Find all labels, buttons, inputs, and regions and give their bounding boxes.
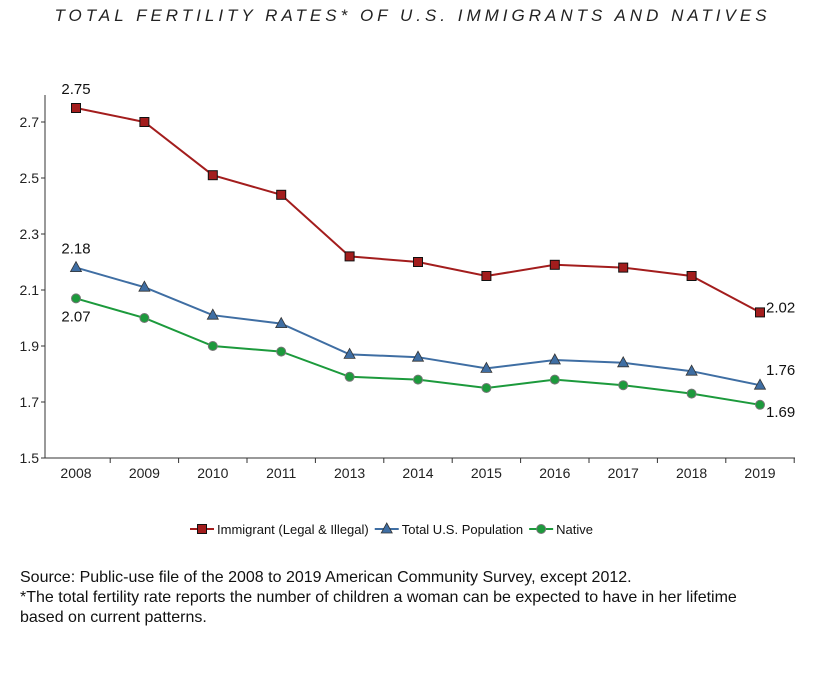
y-tick-label: 2.3	[20, 226, 40, 242]
data-point	[481, 383, 492, 393]
y-tick-label: 2.7	[20, 114, 40, 130]
data-point	[755, 307, 765, 318]
chart-title: TOTAL FERTILITY RATES* OF U.S. IMMIGRANT…	[54, 6, 771, 25]
x-tick-label: 2014	[402, 465, 433, 481]
data-label: 2.75	[61, 81, 90, 98]
legend-marker	[380, 522, 393, 534]
data-label: 1.76	[766, 362, 795, 379]
data-point	[276, 189, 287, 200]
x-tick-label: 2019	[744, 465, 775, 481]
data-point	[139, 117, 150, 127]
data-point	[548, 353, 561, 365]
legend-marker	[536, 524, 547, 534]
x-tick-label: 2011	[266, 465, 296, 481]
data-point	[549, 374, 560, 385]
data-point	[617, 355, 630, 368]
x-tick-label: 2017	[608, 465, 639, 481]
data-label: 2.07	[61, 308, 90, 325]
line-chart: 1.5 1.7 1.9 2.1 2.3 2.5 2.7 2008 2009 2010 2011 201…	[20, 81, 796, 537]
source-note: Source: Public-use file of the 2008 to 2…	[20, 569, 632, 586]
x-tick-label: 2010	[197, 465, 228, 481]
legend-label: Immigrant (Legal & Illegal)	[217, 522, 369, 537]
chart-notes: Source: Public-use file of the 2008 to 2…	[20, 568, 760, 628]
data-point	[69, 260, 83, 272]
data-point	[343, 347, 356, 359]
data-point	[618, 262, 629, 273]
data-point	[344, 371, 355, 382]
legend-label: Native	[556, 522, 593, 537]
x-tick-label: 2013	[334, 465, 365, 481]
legend-label: Total U.S. Population	[402, 522, 523, 537]
data-point	[276, 346, 287, 357]
y-tick-label: 2.5	[20, 170, 40, 186]
data-label: 2.18	[61, 241, 90, 258]
data-label: 1.69	[766, 404, 795, 421]
data-point	[413, 374, 423, 385]
data-point	[207, 170, 218, 181]
series-line	[75, 107, 761, 314]
data-point	[549, 259, 560, 270]
x-tick-label: 2018	[676, 465, 707, 481]
data-point	[755, 399, 765, 410]
x-tick-label: 2008	[60, 465, 91, 481]
data-point	[413, 257, 423, 267]
x-tick-label: 2015	[471, 465, 502, 481]
data-point	[138, 280, 151, 292]
data-point	[344, 251, 355, 262]
y-tick-label: 1.9	[20, 338, 40, 354]
footnote: *The total fertility rate reports the nu…	[20, 589, 737, 626]
data-point	[275, 316, 288, 328]
data-point	[139, 313, 150, 323]
data-point	[411, 350, 425, 362]
data-point	[71, 103, 81, 113]
data-point	[618, 380, 629, 391]
y-tick-label: 2.1	[20, 282, 40, 298]
data-point	[686, 271, 697, 281]
data-point	[71, 293, 81, 304]
data-point	[480, 361, 493, 373]
legend-marker	[197, 524, 207, 534]
data-point	[481, 271, 492, 281]
data-point	[206, 308, 219, 320]
y-tick-label: 1.7	[20, 394, 40, 410]
data-label: 2.02	[766, 299, 795, 316]
y-tick-label: 1.5	[20, 450, 40, 466]
data-point	[753, 378, 767, 390]
data-point	[685, 364, 698, 376]
x-tick-label: 2016	[539, 465, 570, 481]
series-line	[75, 266, 761, 387]
data-point	[686, 388, 697, 399]
x-tick-label: 2009	[129, 465, 160, 481]
data-point	[207, 341, 218, 351]
